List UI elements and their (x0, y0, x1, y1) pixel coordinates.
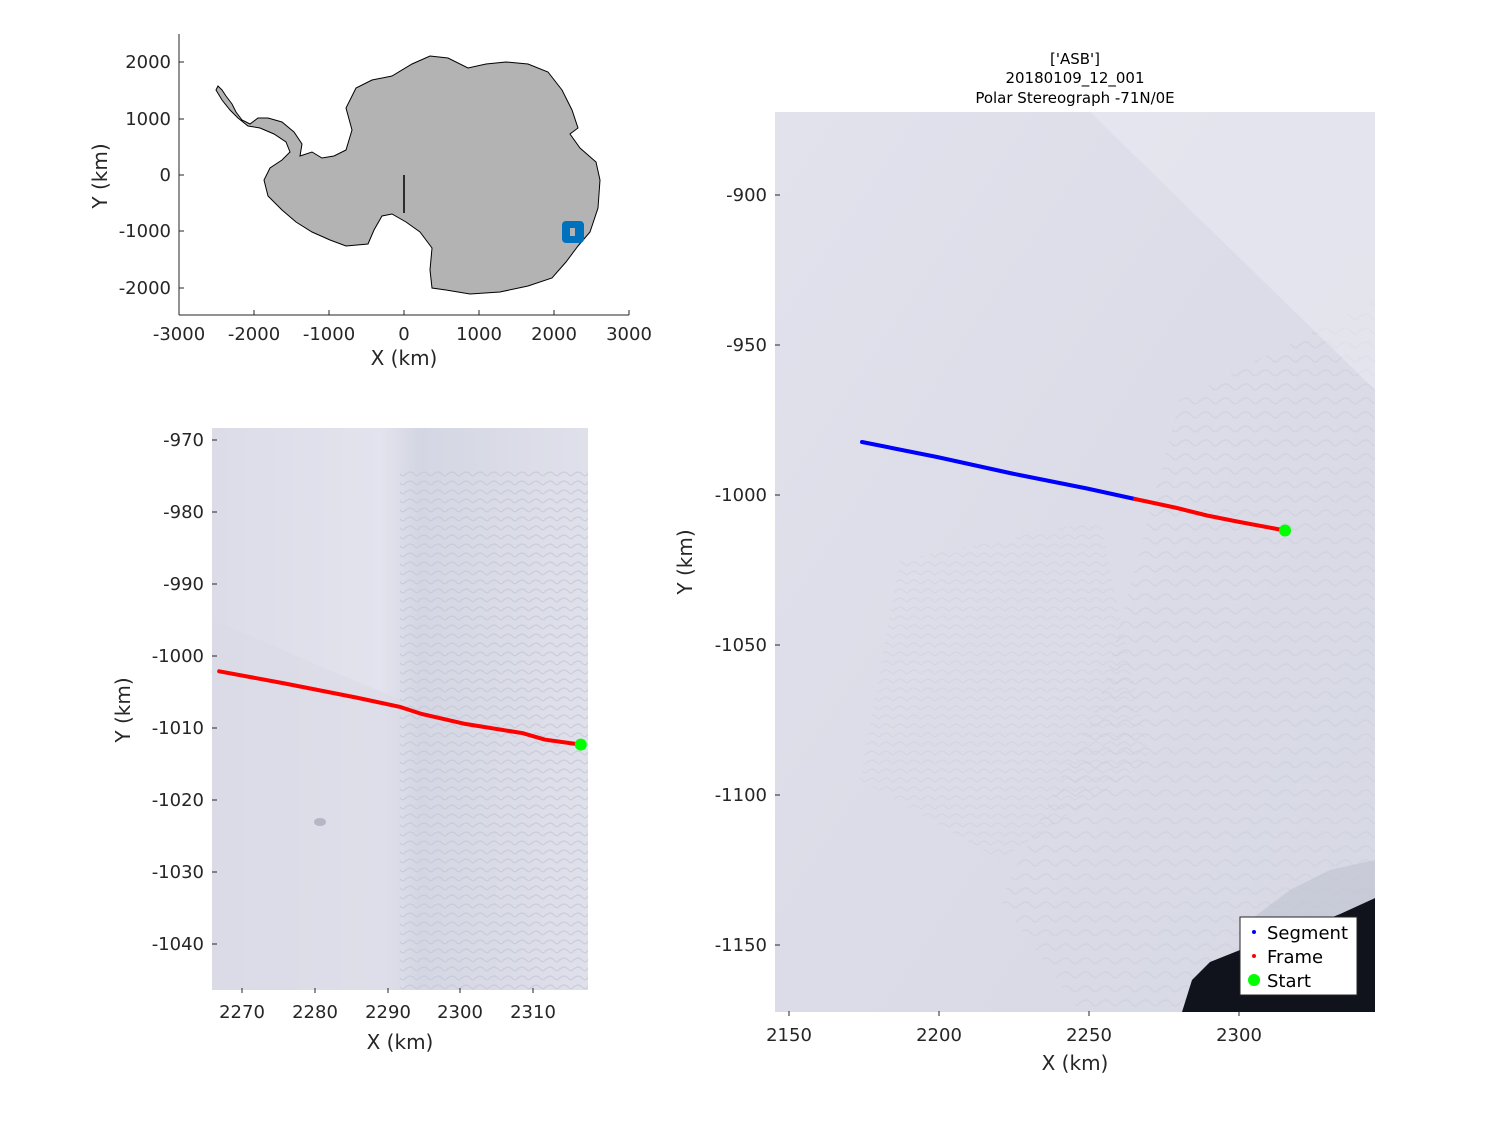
location-marker-inner (570, 228, 575, 236)
main-x-tick-label: 2200 (916, 1025, 962, 1046)
zoom-y-label: Y (km) (111, 677, 135, 743)
zoom-map: 2270 2280 2290 2300 2310 -970 -980 -990 -1000 -10… (111, 428, 588, 1054)
legend-start-label: Start (1267, 971, 1311, 992)
zoom-x-tick-label: 2280 (292, 1002, 338, 1023)
antarctica-outline (215, 55, 601, 295)
legend-segment-marker (1252, 930, 1256, 934)
zoom-y-tick-label: -1010 (152, 718, 204, 739)
zoom-x-tick-label: 2270 (219, 1002, 265, 1023)
legend: Segment Frame Start (1239, 916, 1358, 996)
overview-ticks: -3000 -2000 -1000 0 1000 2000 3000 2000 1000 0 -10… (119, 52, 652, 345)
legend-frame-marker (1252, 954, 1256, 958)
main-y-tick-label: -1000 (715, 485, 767, 506)
zoom-x-tick-label: 2290 (365, 1002, 411, 1023)
overview-x-tick-label: -1000 (303, 324, 355, 345)
overview-x-tick-label: -3000 (153, 324, 205, 345)
main-y-label: Y (km) (673, 529, 697, 595)
zoom-x-tick-label: 2300 (437, 1002, 483, 1023)
overview-x-tick-label: 3000 (606, 324, 652, 345)
overview-y-tick-label: -2000 (119, 278, 171, 299)
overview-y-tick-label: 1000 (125, 109, 171, 130)
zoom-y-tick-label: -1020 (152, 790, 204, 811)
main-tile-seam (1090, 112, 1375, 390)
zoom-dark-spot (314, 818, 326, 826)
zoom-tile-seam (212, 620, 400, 990)
main-title-line3: Polar Stereograph -71N/0E (975, 89, 1174, 107)
zoom-x-tick-label: 2310 (510, 1002, 556, 1023)
main-y-tick-label: -1150 (715, 935, 767, 956)
zoom-x-label: X (km) (367, 1030, 434, 1054)
main-x-tick-label: 2250 (1066, 1025, 1112, 1046)
overview-x-label: X (km) (371, 346, 438, 370)
legend-segment-label: Segment (1267, 923, 1348, 944)
zoom-y-tick-label: -1000 (152, 646, 204, 667)
main-x-label: X (km) (1042, 1051, 1109, 1075)
main-y-tick-label: -1050 (715, 635, 767, 656)
main-title-line1: ['ASB'] (1050, 50, 1100, 68)
main-x-tick-label: 2150 (766, 1025, 812, 1046)
overview-y-label: Y (km) (88, 143, 112, 209)
overview-y-tick-label: 2000 (125, 52, 171, 73)
main-start-marker (1279, 524, 1291, 537)
zoom-y-tick-label: -1030 (152, 862, 204, 883)
legend-start-marker (1248, 974, 1260, 986)
zoom-y-tick-label: -980 (163, 502, 204, 523)
zoom-y-tick-label: -990 (163, 574, 204, 595)
zoom-start-marker (574, 738, 587, 751)
overview-x-tick-label: 0 (398, 324, 409, 345)
zoom-ticks: 2270 2280 2290 2300 2310 -970 -980 -990 -1000 -10… (152, 430, 556, 1023)
overview-x-tick-label: 2000 (531, 324, 577, 345)
main-frame-line (1133, 497, 1287, 533)
overview-x-tick-label: 1000 (456, 324, 502, 345)
overview-y-tick-label: 0 (160, 165, 171, 186)
main-title-line2: 20180109_12_001 (1005, 69, 1144, 88)
zoom-y-tick-label: -1040 (152, 934, 204, 955)
main-ticks: 2150 2200 2250 2300 -900 -950 -1000 -1050 -1100 -… (715, 185, 1262, 1046)
main-map: ['ASB'] 20180109_12_001 Polar Stereograp… (673, 50, 1375, 1075)
main-x-tick-label: 2300 (1216, 1025, 1262, 1046)
overview-map: -3000 -2000 -1000 0 1000 2000 3000 2000 1000 0 -10… (88, 34, 652, 370)
zoom-frame-line (217, 669, 583, 747)
main-marks (860, 440, 1291, 537)
main-imagery-texture-2 (860, 520, 1150, 860)
main-imagery-texture (1000, 300, 1375, 1012)
main-y-tick-label: -1100 (715, 785, 767, 806)
main-y-tick-label: -950 (726, 335, 767, 356)
overview-x-tick-label: -2000 (228, 324, 280, 345)
overview-y-tick-label: -1000 (119, 221, 171, 242)
zoom-marks (217, 669, 587, 751)
zoom-y-tick-label: -970 (163, 430, 204, 451)
legend-frame-label: Frame (1267, 947, 1323, 968)
main-segment-line (860, 440, 1137, 501)
main-y-tick-label: -900 (726, 185, 767, 206)
